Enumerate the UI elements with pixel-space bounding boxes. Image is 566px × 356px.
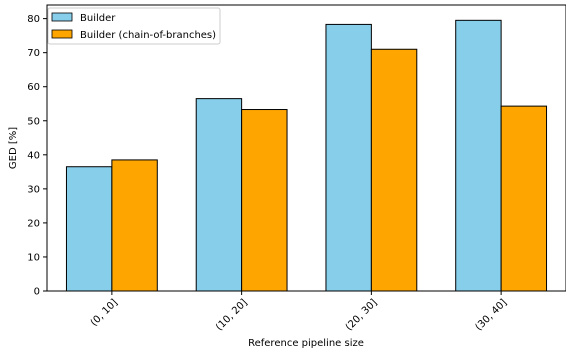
x-tick-label: (0, 10] [89, 297, 120, 328]
x-axis-ticks: (0, 10] (10, 20] (20, 30] (30, 40] [89, 291, 509, 333]
y-axis-ticks: 0 10 20 30 40 50 60 70 80 [27, 14, 47, 298]
x-tick-label: (30, 40] [473, 297, 509, 333]
bar-builder-chain-of-branches-0-10 [111, 159, 158, 292]
y-tick-label: 60 [27, 82, 40, 93]
bar-builder-chain-of-branches-30-40 [500, 105, 548, 292]
bar-builder-chain-of-branches-10-20 [241, 109, 288, 292]
y-tick-label: 80 [27, 14, 40, 25]
bar-builder-10-20 [195, 98, 243, 292]
y-tick-label: 30 [27, 184, 40, 195]
y-axis-label: GED [%] [8, 127, 19, 169]
bar-builder-30-40 [455, 19, 502, 292]
legend-swatch-builder-chain-of-branches [51, 29, 73, 39]
x-tick-label: (20, 30] [344, 297, 380, 333]
y-tick-label: 20 [27, 218, 40, 229]
legend-frame [47, 7, 221, 45]
legend-swatch-builder [51, 12, 73, 22]
x-axis-label: Reference pipeline size [248, 338, 364, 349]
legend: Builder Builder (chain-of-branches) [47, 7, 221, 45]
legend-label-builder: Builder [80, 13, 116, 24]
plot-frame [46, 4, 566, 292]
bar-builder-0-10 [65, 166, 113, 292]
bar-builder-chain-of-branches-20-30 [370, 48, 418, 292]
y-tick-label: 40 [27, 150, 40, 161]
y-tick-label: 70 [27, 48, 40, 59]
y-tick-label: 0 [34, 287, 40, 298]
y-tick-label: 10 [27, 252, 40, 263]
x-tick-label: (10, 20] [214, 297, 250, 333]
bar-builder-20-30 [325, 23, 372, 292]
legend-label-builder-chain-of-branches: Builder (chain-of-branches) [80, 30, 216, 41]
y-tick-label: 50 [27, 116, 40, 127]
bars-layer [65, 19, 548, 292]
